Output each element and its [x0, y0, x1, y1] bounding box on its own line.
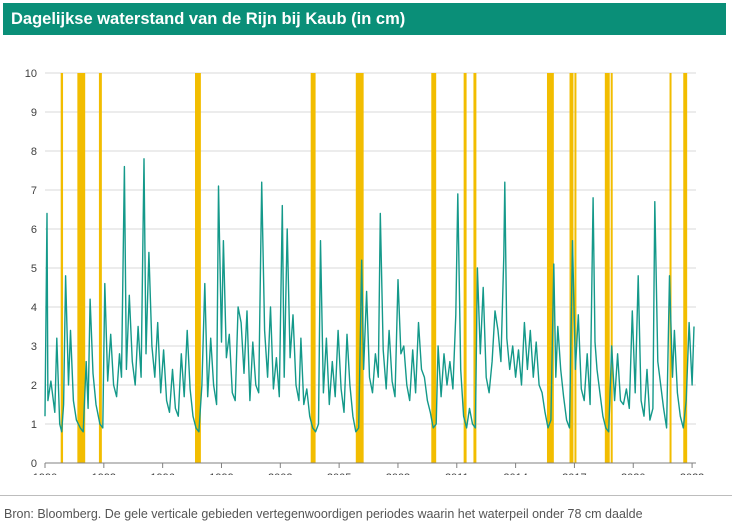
x-tick-label: 2023 — [680, 472, 704, 475]
x-tick-label: 2017 — [562, 472, 586, 475]
x-tick-label: 1996 — [150, 472, 174, 475]
y-tick-label: 8 — [31, 146, 37, 158]
x-tick-label: 2002 — [268, 472, 292, 475]
low-water-band — [355, 73, 364, 463]
x-tick-label: 2014 — [503, 472, 527, 475]
low-water-band — [431, 73, 437, 463]
low-water-bands — [60, 73, 688, 463]
low-water-band — [195, 73, 201, 463]
series-layer — [44, 158, 695, 433]
x-tick-label: 1990 — [33, 472, 57, 475]
low-water-band — [77, 73, 86, 463]
axes: 0 1 2 3 4 5 6 7 8 9 10 1990 1993 1996 1999 2002 2005 2008… — [25, 68, 705, 475]
y-tick-label: 0 — [31, 458, 37, 470]
x-tick-label: 2020 — [621, 472, 645, 475]
y-tick-label: 5 — [31, 263, 37, 275]
y-tick-label: 1 — [31, 419, 37, 431]
low-water-band — [604, 73, 610, 463]
line-chart: 0 1 2 3 4 5 6 7 8 9 10 1990 1993 1996 1999 2002 2005 2008… — [25, 68, 705, 475]
x-tick-label: 1999 — [209, 472, 233, 475]
y-tick-label: 7 — [31, 185, 37, 197]
x-tick-label: 1993 — [92, 472, 116, 475]
source-divider — [0, 495, 732, 496]
y-tick-label: 10 — [25, 68, 37, 80]
x-tick-label: 2008 — [386, 472, 410, 475]
y-tick-label: 2 — [31, 380, 37, 392]
low-water-band — [669, 73, 672, 463]
gridlines — [45, 72, 696, 464]
chart-title: Dagelijkse waterstand van de Rijn bij Ka… — [3, 3, 726, 35]
y-tick-label: 6 — [31, 224, 37, 236]
x-tick-label: 2011 — [445, 472, 469, 475]
x-tick-label: 2005 — [327, 472, 351, 475]
y-tick-label: 4 — [31, 302, 37, 314]
low-water-band — [98, 73, 102, 463]
low-water-band — [546, 73, 554, 463]
low-water-band — [473, 73, 477, 463]
low-water-band — [463, 73, 467, 463]
low-water-band — [574, 73, 577, 463]
series-line-waterstand — [44, 158, 695, 433]
y-tick-label: 9 — [31, 107, 37, 119]
low-water-band — [683, 73, 688, 463]
low-water-band — [310, 73, 316, 463]
source-note: Bron: Bloomberg. De gele verticale gebie… — [4, 507, 643, 521]
y-tick-label: 3 — [31, 341, 37, 353]
low-water-band — [60, 73, 64, 463]
low-water-band — [610, 73, 613, 463]
